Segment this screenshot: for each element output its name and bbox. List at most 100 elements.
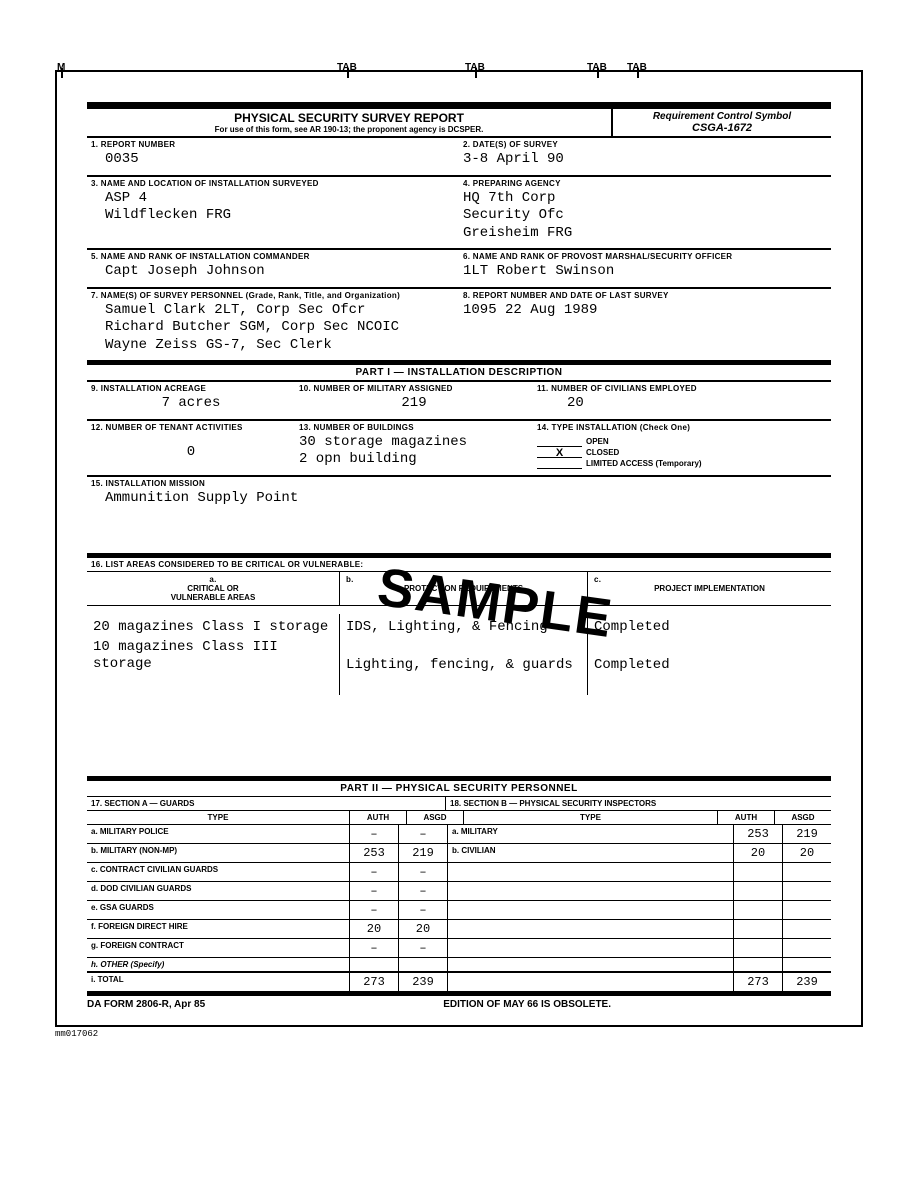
inspector-type: a. MILITARY bbox=[447, 825, 733, 843]
survey-personnel: Samuel Clark 2LT, Corp Sec Ofcr Richard … bbox=[91, 300, 455, 355]
inspector-type bbox=[447, 939, 733, 957]
inspector-type bbox=[447, 958, 733, 971]
project-impl: Completed bbox=[594, 655, 825, 675]
chk-mark: X bbox=[537, 447, 582, 458]
inspector-type bbox=[447, 973, 733, 991]
survey-dates: 3-8 April 90 bbox=[463, 149, 827, 169]
preparing-agency: HQ 7th Corp Security Ofc Greisheim FRG bbox=[463, 188, 827, 243]
field-label: 2. DATE(S) OF SURVEY bbox=[463, 140, 827, 149]
field-label: 8. REPORT NUMBER AND DATE OF LAST SURVEY bbox=[463, 291, 827, 300]
asgd-value-b: 20 bbox=[782, 844, 831, 862]
auth-value: – bbox=[349, 901, 398, 919]
asgd-value-b bbox=[782, 958, 831, 971]
form-title: PHYSICAL SECURITY SURVEY REPORT bbox=[87, 111, 611, 125]
asgd-value: – bbox=[398, 825, 447, 843]
auth-value-b: 20 bbox=[733, 844, 782, 862]
asgd-value: – bbox=[398, 939, 447, 957]
auth-value: – bbox=[349, 882, 398, 900]
asgd-value: 20 bbox=[398, 920, 447, 938]
col-b-header: PROTECTION REQUIREMENTS bbox=[404, 584, 523, 593]
guard-type: i. TOTAL bbox=[87, 973, 349, 991]
auth-value-b bbox=[733, 939, 782, 957]
inspector-type bbox=[447, 920, 733, 938]
auth-value-b bbox=[733, 863, 782, 881]
guard-type: b. MILITARY (NON-MP) bbox=[87, 844, 349, 862]
asgd-value-b bbox=[782, 882, 831, 900]
asgd-value: – bbox=[398, 863, 447, 881]
last-survey: 1095 22 Aug 1989 bbox=[463, 300, 827, 320]
auth-value-b bbox=[733, 920, 782, 938]
auth-value: – bbox=[349, 939, 398, 957]
asgd-value: – bbox=[398, 901, 447, 919]
rcs-value: CSGA-1672 bbox=[617, 122, 827, 134]
security-officer: 1LT Robert Swinson bbox=[463, 261, 827, 281]
field-label: 15. INSTALLATION MISSION bbox=[91, 479, 827, 488]
auth-value-b bbox=[733, 882, 782, 900]
asgd-header-b: ASGD bbox=[774, 811, 831, 824]
num-buildings: 30 storage magazines 2 opn building bbox=[299, 432, 529, 469]
project-impl: Completed bbox=[594, 617, 825, 637]
field-label: 11. NUMBER OF CIVILIANS EMPLOYED bbox=[537, 384, 827, 393]
guard-type: c. CONTRACT CIVILIAN GUARDS bbox=[87, 863, 349, 881]
col-a-header: CRITICAL OR VULNERABLE AREAS bbox=[171, 584, 256, 602]
asgd-value-b bbox=[782, 863, 831, 881]
inspector-type bbox=[447, 901, 733, 919]
auth-value-b bbox=[733, 958, 782, 971]
installation-name: ASP 4 Wildflecken FRG bbox=[91, 188, 455, 225]
image-ref: mm017062 bbox=[55, 1029, 863, 1039]
auth-value-b bbox=[733, 901, 782, 919]
installation-mission: Ammunition Supply Point bbox=[91, 488, 827, 508]
critical-area: 20 magazines Class I storage bbox=[93, 617, 333, 637]
form-number: DA FORM 2806-R, Apr 85 bbox=[87, 999, 205, 1010]
auth-value: – bbox=[349, 863, 398, 881]
inspector-type bbox=[447, 882, 733, 900]
tenant-activities: 0 bbox=[91, 432, 291, 462]
auth-value: – bbox=[349, 825, 398, 843]
inspector-type: b. CIVILIAN bbox=[447, 844, 733, 862]
guard-type: f. FOREIGN DIRECT HIRE bbox=[87, 920, 349, 938]
asgd-value-b bbox=[782, 920, 831, 938]
guard-type: a. MILITARY POLICE bbox=[87, 825, 349, 843]
critical-area: 10 magazines Class III storage bbox=[93, 637, 333, 674]
protection-req: Lighting, fencing, & guards bbox=[346, 655, 581, 675]
col-c-header: PROJECT IMPLEMENTATION bbox=[654, 584, 765, 593]
acreage: 7 acres bbox=[91, 393, 291, 413]
field-label: 5. NAME AND RANK OF INSTALLATION COMMAND… bbox=[91, 252, 455, 261]
asgd-value: – bbox=[398, 882, 447, 900]
page: M TAB TAB TAB TAB PHYSICAL SECURITY SURV… bbox=[0, 0, 918, 1188]
asgd-value-b bbox=[782, 901, 831, 919]
part1-header: PART I — INSTALLATION DESCRIPTION bbox=[87, 360, 831, 380]
protection-req: IDS, Lighting, & Fencing bbox=[346, 617, 581, 637]
type-header-b: TYPE bbox=[463, 811, 717, 824]
asgd-value-b: 219 bbox=[782, 825, 831, 843]
form-frame: M TAB TAB TAB TAB PHYSICAL SECURITY SURV… bbox=[55, 70, 863, 1027]
guard-type: d. DOD CIVILIAN GUARDS bbox=[87, 882, 349, 900]
asgd-value-b bbox=[782, 939, 831, 957]
auth-value bbox=[349, 958, 398, 971]
field-label: 6. NAME AND RANK OF PROVOST MARSHAL/SECU… bbox=[463, 252, 827, 261]
asgd-value: 219 bbox=[398, 844, 447, 862]
asgd-value: 239 bbox=[398, 973, 447, 991]
field-label: 7. NAME(S) OF SURVEY PERSONNEL (Grade, R… bbox=[91, 291, 455, 300]
field-label: 12. NUMBER OF TENANT ACTIVITIES bbox=[91, 423, 291, 432]
rcs-label: Requirement Control Symbol bbox=[617, 111, 827, 122]
field-label: 13. NUMBER OF BUILDINGS bbox=[299, 423, 529, 432]
tab-markers: M TAB TAB TAB TAB bbox=[57, 62, 861, 82]
field-label: 3. NAME AND LOCATION OF INSTALLATION SUR… bbox=[91, 179, 455, 188]
guard-type: e. GSA GUARDS bbox=[87, 901, 349, 919]
form-subtitle: For use of this form, see AR 190-13; the… bbox=[87, 125, 611, 134]
part2-header: PART II — PHYSICAL SECURITY PERSONNEL bbox=[87, 776, 831, 796]
auth-header-b: AUTH bbox=[717, 811, 774, 824]
form-header: PHYSICAL SECURITY SURVEY REPORT For use … bbox=[87, 104, 831, 136]
guard-type: h. OTHER (Specify) bbox=[87, 958, 349, 971]
field-label: 1. REPORT NUMBER bbox=[91, 140, 455, 149]
civilians-employed: 20 bbox=[537, 393, 827, 413]
auth-header: AUTH bbox=[349, 811, 406, 824]
section-a-label: 17. SECTION A — GUARDS bbox=[87, 797, 445, 810]
auth-value: 253 bbox=[349, 844, 398, 862]
asgd-value bbox=[398, 958, 447, 971]
asgd-value-b: 239 bbox=[782, 973, 831, 991]
field-label: 9. INSTALLATION ACREAGE bbox=[91, 384, 291, 393]
field16-label: 16. LIST AREAS CONSIDERED TO BE CRITICAL… bbox=[87, 558, 831, 571]
auth-value-b: 273 bbox=[733, 973, 782, 991]
